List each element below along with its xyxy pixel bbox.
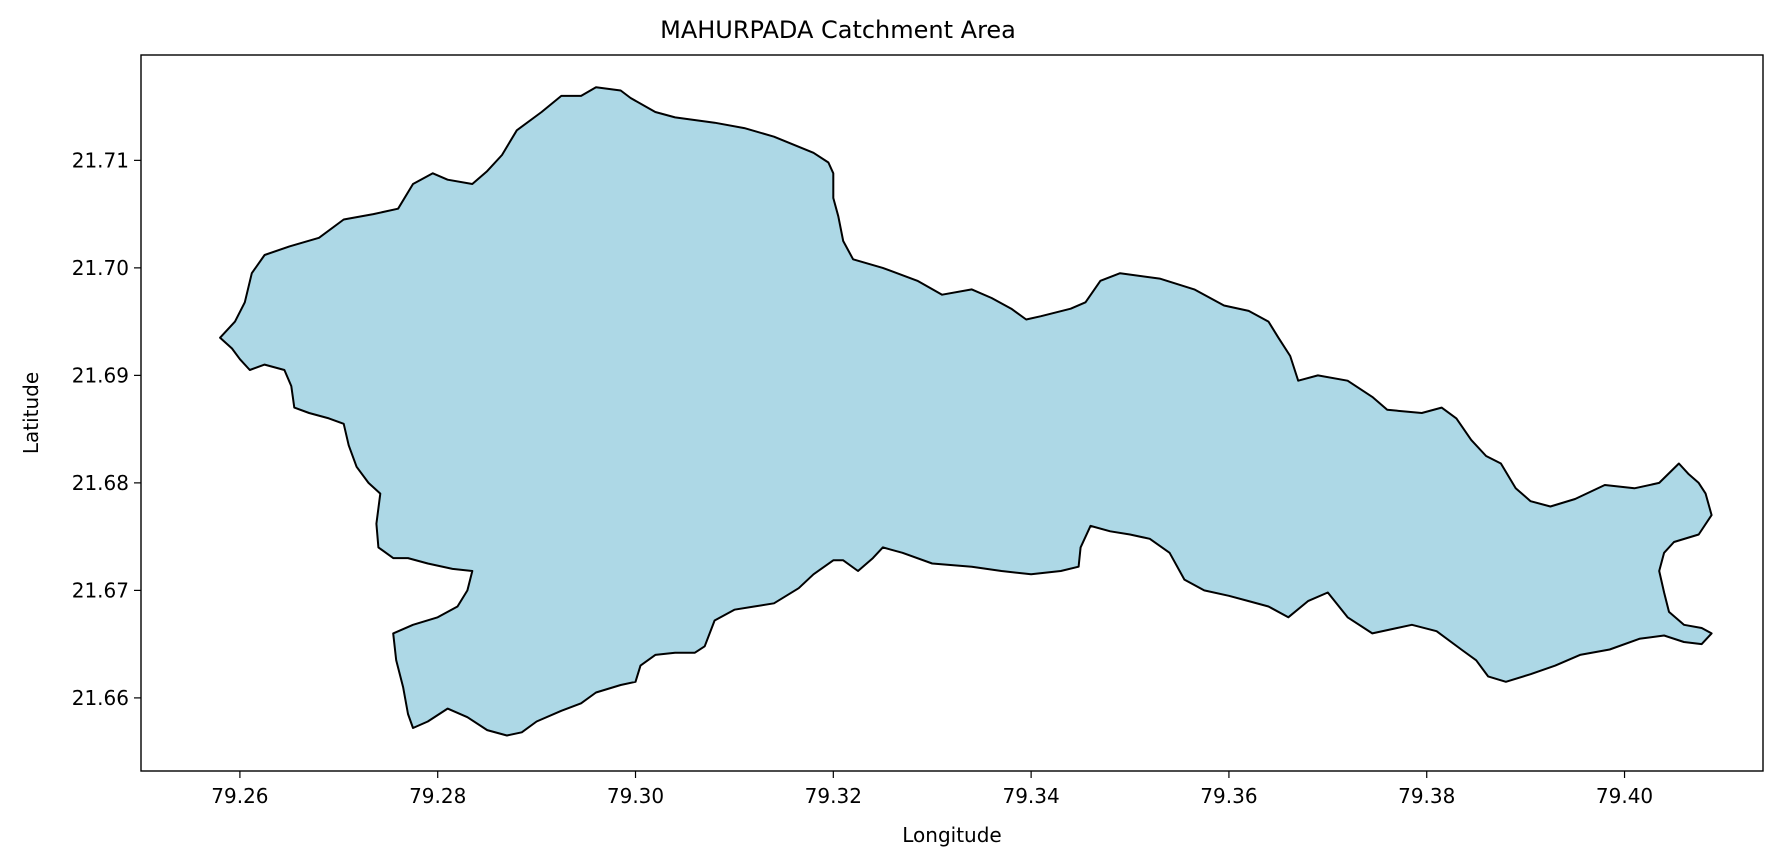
y-tick-label: 21.69 <box>72 363 129 387</box>
x-tick-label: 79.26 <box>211 784 268 808</box>
x-tick-label: 79.34 <box>1002 784 1059 808</box>
chart-title: MAHURPADA Catchment Area <box>660 16 1016 44</box>
y-axis: 21.66 21.67 21.68 21.69 21.70 21.71 <box>72 148 141 710</box>
x-tick-label: 79.30 <box>607 784 664 808</box>
plot-area <box>140 54 1764 772</box>
y-tick-label: 21.70 <box>72 256 129 280</box>
plot-frame <box>140 54 1764 772</box>
catchment-boundary <box>219 86 1713 737</box>
x-tick-label: 79.38 <box>1398 784 1455 808</box>
x-tick-label: 79.32 <box>805 784 862 808</box>
y-tick-label: 21.68 <box>72 471 129 495</box>
x-axis: 79.26 79.28 79.30 79.32 79.34 79.36 79.38 79.40 <box>211 771 1653 808</box>
x-axis-label: Longitude <box>902 823 1001 847</box>
x-tick-label: 79.36 <box>1200 784 1257 808</box>
x-tick-label: 79.28 <box>409 784 466 808</box>
y-tick-label: 21.71 <box>72 148 129 172</box>
y-tick-label: 21.67 <box>72 578 129 602</box>
x-tick-label: 79.40 <box>1596 784 1653 808</box>
y-tick-label: 21.66 <box>72 686 129 710</box>
y-axis-label: Latitude <box>19 372 43 454</box>
